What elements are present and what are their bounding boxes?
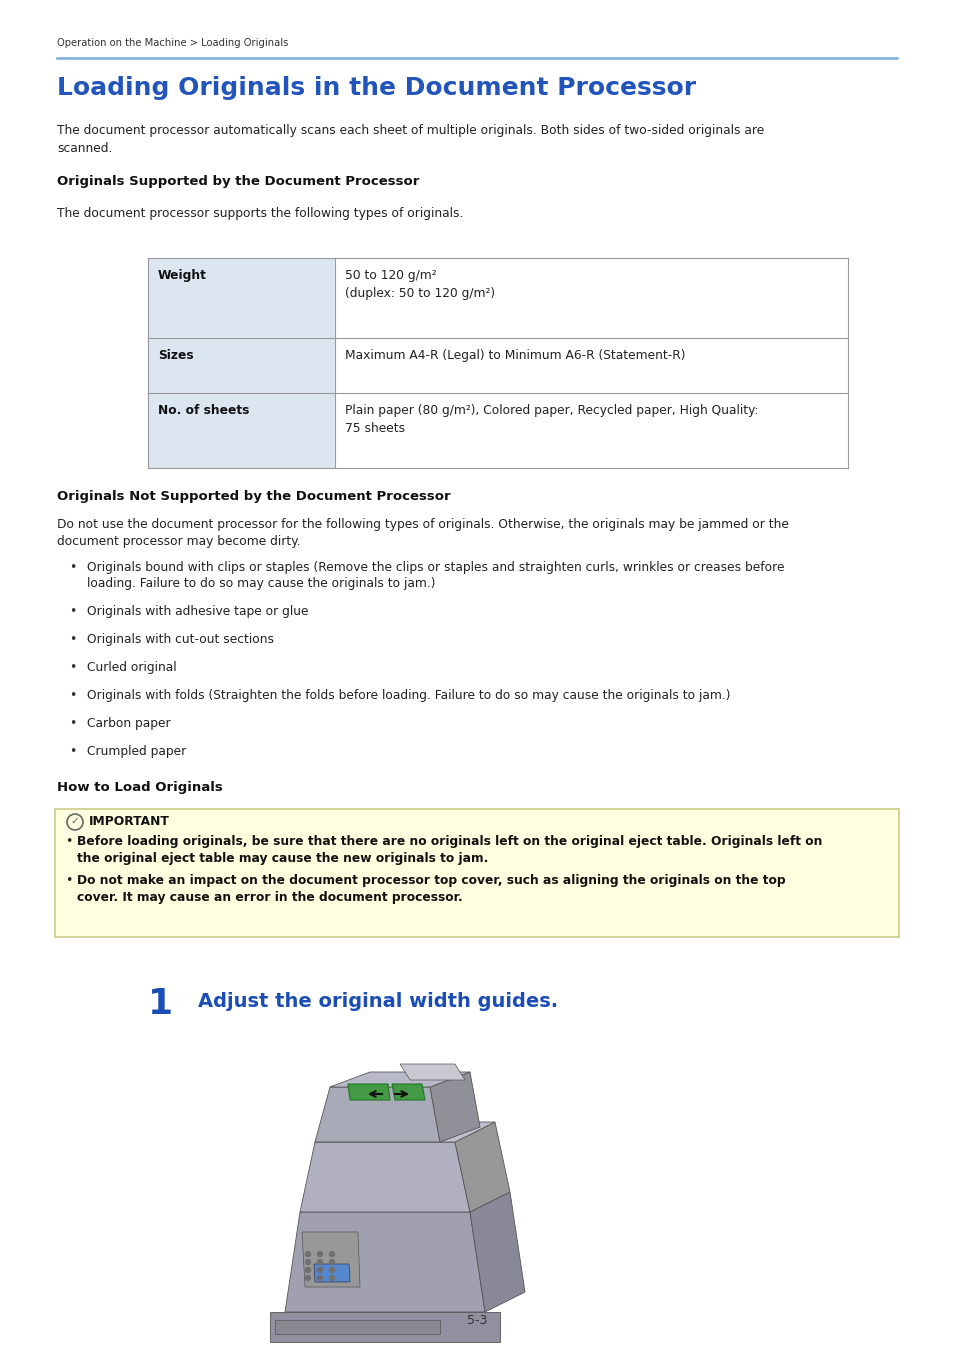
Polygon shape [314,1264,350,1282]
Text: •: • [65,873,72,887]
Text: The document processor supports the following types of originals.: The document processor supports the foll… [57,207,463,220]
Bar [148,393,335,468]
Polygon shape [430,1072,479,1142]
Circle shape [305,1268,310,1273]
Text: loading. Failure to do so may cause the originals to jam.): loading. Failure to do so may cause the … [87,576,435,590]
Polygon shape [302,1233,359,1287]
Text: Originals with cut-out sections: Originals with cut-out sections [87,633,274,647]
Text: •: • [69,605,76,618]
Text: Do not use the document processor for the following types of originals. Otherwis: Do not use the document processor for th… [57,518,788,531]
Circle shape [305,1251,310,1257]
Text: IMPORTANT: IMPORTANT [89,815,170,828]
Text: 50 to 120 g/m²: 50 to 120 g/m² [345,269,436,282]
Text: Weight: Weight [158,269,207,282]
Text: Originals with adhesive tape or glue: Originals with adhesive tape or glue [87,605,308,618]
Text: Carbon paper: Carbon paper [87,717,171,730]
Text: Originals with folds (Straighten the folds before loading. Failure to do so may : Originals with folds (Straighten the fol… [87,688,730,702]
Text: The document processor automatically scans each sheet of multiple originals. Bot: The document processor automatically sca… [57,124,763,136]
Polygon shape [455,1122,510,1212]
Polygon shape [285,1212,484,1312]
Text: Curled original: Curled original [87,662,176,674]
Text: Loading Originals in the Document Processor: Loading Originals in the Document Proces… [57,76,696,100]
Text: Operation on the Machine > Loading Originals: Operation on the Machine > Loading Origi… [57,38,288,49]
Text: 1: 1 [148,987,172,1021]
Bar [148,338,335,393]
Circle shape [317,1276,322,1281]
Circle shape [329,1268,335,1273]
Circle shape [317,1260,322,1265]
Text: •: • [65,836,72,848]
Bar [335,338,847,393]
Text: ✓: ✓ [71,815,79,826]
Text: •: • [69,717,76,730]
Text: •: • [69,562,76,574]
Text: the original eject table may cause the new originals to jam.: the original eject table may cause the n… [77,852,488,865]
Text: Sizes: Sizes [158,350,193,362]
Text: How to Load Originals: How to Load Originals [57,782,222,794]
Text: •: • [69,688,76,702]
Text: •: • [69,633,76,647]
Circle shape [317,1251,322,1257]
Text: Originals Not Supported by the Document Processor: Originals Not Supported by the Document … [57,490,450,504]
Polygon shape [274,1320,439,1334]
Circle shape [329,1251,335,1257]
Text: (duplex: 50 to 120 g/m²): (duplex: 50 to 120 g/m²) [345,288,495,300]
Bar [335,258,847,338]
Polygon shape [314,1122,495,1142]
Text: Originals Supported by the Document Processor: Originals Supported by the Document Proc… [57,176,419,188]
Polygon shape [330,1072,470,1087]
Text: Before loading originals, be sure that there are no originals left on the origin: Before loading originals, be sure that t… [77,836,821,848]
Text: •: • [69,745,76,757]
Text: document processor may become dirty.: document processor may become dirty. [57,535,300,548]
Bar [55,809,898,937]
Circle shape [329,1260,335,1265]
Text: 5-3: 5-3 [466,1314,487,1327]
Polygon shape [348,1084,390,1100]
Polygon shape [314,1087,439,1142]
Circle shape [329,1276,335,1281]
Text: •: • [69,662,76,674]
Circle shape [317,1268,322,1273]
Text: Adjust the original width guides.: Adjust the original width guides. [198,992,558,1011]
Text: Originals bound with clips or staples (Remove the clips or staples and straighte: Originals bound with clips or staples (R… [87,562,783,574]
Text: Maximum A4-R (Legal) to Minimum A6-R (Statement-R): Maximum A4-R (Legal) to Minimum A6-R (St… [345,350,685,362]
Text: Do not make an impact on the document processor top cover, such as aligning the : Do not make an impact on the document pr… [77,873,785,887]
Text: cover. It may cause an error in the document processor.: cover. It may cause an error in the docu… [77,891,462,904]
Circle shape [305,1276,310,1281]
Polygon shape [399,1064,464,1080]
Text: No. of sheets: No. of sheets [158,404,249,417]
Polygon shape [270,1312,499,1342]
Text: scanned.: scanned. [57,142,112,155]
Text: Plain paper (80 g/m²), Colored paper, Recycled paper, High Quality:: Plain paper (80 g/m²), Colored paper, Re… [345,404,758,417]
Text: Crumpled paper: Crumpled paper [87,745,186,757]
Polygon shape [470,1192,524,1312]
Circle shape [305,1260,310,1265]
Bar [335,393,847,468]
Bar [148,258,335,338]
Polygon shape [392,1084,424,1100]
Text: 75 sheets: 75 sheets [345,423,405,435]
Polygon shape [299,1142,470,1212]
